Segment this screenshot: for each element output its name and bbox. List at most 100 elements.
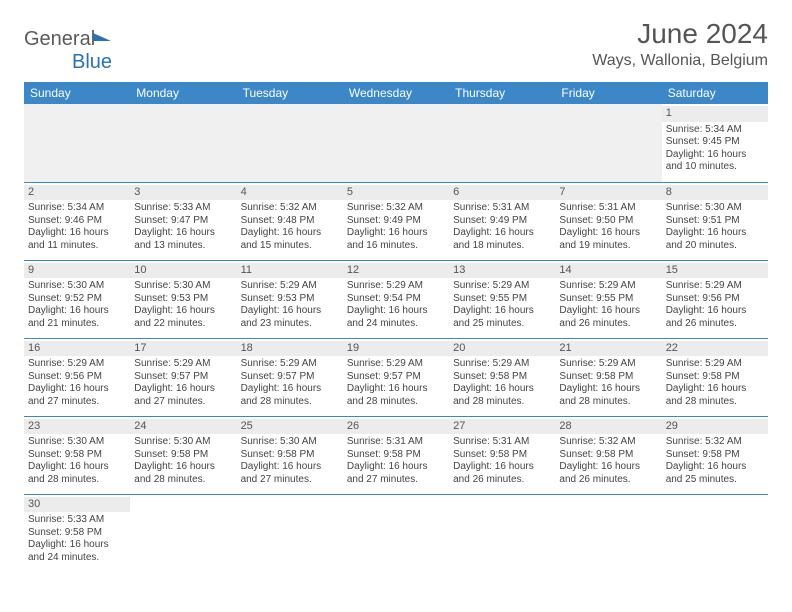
page-title: June 2024 xyxy=(592,18,768,50)
day-number: 24 xyxy=(130,419,236,435)
sunrise-line: Sunrise: 5:29 AM xyxy=(666,358,764,371)
sunset-line: Sunset: 9:58 PM xyxy=(347,449,445,462)
sunset-line: Sunset: 9:53 PM xyxy=(134,293,232,306)
calendar-cell: 7Sunrise: 5:31 AMSunset: 9:50 PMDaylight… xyxy=(555,182,661,260)
calendar-cell: 27Sunrise: 5:31 AMSunset: 9:58 PMDayligh… xyxy=(449,416,555,494)
calendar-cell: 29Sunrise: 5:32 AMSunset: 9:58 PMDayligh… xyxy=(662,416,768,494)
day-number: 30 xyxy=(24,497,130,513)
daylight-line: Daylight: 16 hours and 28 minutes. xyxy=(28,461,126,486)
day-number: 25 xyxy=(237,419,343,435)
day-number: 2 xyxy=(24,185,130,201)
weekday-header: Sunday xyxy=(24,82,130,104)
calendar-cell xyxy=(343,104,449,182)
calendar-cell xyxy=(24,104,130,182)
weekday-header-row: Sunday Monday Tuesday Wednesday Thursday… xyxy=(24,82,768,104)
sunrise-line: Sunrise: 5:29 AM xyxy=(241,358,339,371)
sunset-line: Sunset: 9:58 PM xyxy=(453,371,551,384)
weekday-header: Tuesday xyxy=(237,82,343,104)
sunrise-line: Sunrise: 5:29 AM xyxy=(666,280,764,293)
weekday-header: Saturday xyxy=(662,82,768,104)
daylight-line: Daylight: 16 hours and 10 minutes. xyxy=(666,149,764,174)
calendar-cell: 26Sunrise: 5:31 AMSunset: 9:58 PMDayligh… xyxy=(343,416,449,494)
calendar-cell: 13Sunrise: 5:29 AMSunset: 9:55 PMDayligh… xyxy=(449,260,555,338)
daylight-line: Daylight: 16 hours and 28 minutes. xyxy=(241,383,339,408)
logo-text-2: Blue xyxy=(72,51,112,73)
daylight-line: Daylight: 16 hours and 16 minutes. xyxy=(347,227,445,252)
calendar-cell: 25Sunrise: 5:30 AMSunset: 9:58 PMDayligh… xyxy=(237,416,343,494)
sunset-line: Sunset: 9:57 PM xyxy=(134,371,232,384)
day-number: 14 xyxy=(555,263,661,279)
daylight-line: Daylight: 16 hours and 22 minutes. xyxy=(134,305,232,330)
day-number: 13 xyxy=(449,263,555,279)
sunset-line: Sunset: 9:58 PM xyxy=(666,371,764,384)
day-number: 7 xyxy=(555,185,661,201)
sunrise-line: Sunrise: 5:34 AM xyxy=(28,202,126,215)
day-number: 29 xyxy=(662,419,768,435)
day-number: 10 xyxy=(130,263,236,279)
daylight-line: Daylight: 16 hours and 24 minutes. xyxy=(28,539,126,564)
calendar-cell: 12Sunrise: 5:29 AMSunset: 9:54 PMDayligh… xyxy=(343,260,449,338)
sunrise-line: Sunrise: 5:29 AM xyxy=(559,280,657,293)
calendar-cell: 5Sunrise: 5:32 AMSunset: 9:49 PMDaylight… xyxy=(343,182,449,260)
calendar-cell: 10Sunrise: 5:30 AMSunset: 9:53 PMDayligh… xyxy=(130,260,236,338)
sunset-line: Sunset: 9:49 PM xyxy=(347,215,445,228)
calendar-cell: 23Sunrise: 5:30 AMSunset: 9:58 PMDayligh… xyxy=(24,416,130,494)
daylight-line: Daylight: 16 hours and 11 minutes. xyxy=(28,227,126,252)
daylight-line: Daylight: 16 hours and 27 minutes. xyxy=(28,383,126,408)
sunset-line: Sunset: 9:55 PM xyxy=(453,293,551,306)
sunset-line: Sunset: 9:49 PM xyxy=(453,215,551,228)
sunset-line: Sunset: 9:57 PM xyxy=(241,371,339,384)
calendar-cell: 4Sunrise: 5:32 AMSunset: 9:48 PMDaylight… xyxy=(237,182,343,260)
sunrise-line: Sunrise: 5:30 AM xyxy=(28,436,126,449)
daylight-line: Daylight: 16 hours and 13 minutes. xyxy=(134,227,232,252)
daylight-line: Daylight: 16 hours and 25 minutes. xyxy=(666,461,764,486)
sunrise-line: Sunrise: 5:29 AM xyxy=(134,358,232,371)
calendar-cell xyxy=(237,494,343,572)
calendar-cell: 24Sunrise: 5:30 AMSunset: 9:58 PMDayligh… xyxy=(130,416,236,494)
daylight-line: Daylight: 16 hours and 26 minutes. xyxy=(453,461,551,486)
daylight-line: Daylight: 16 hours and 21 minutes. xyxy=(28,305,126,330)
calendar-cell: 21Sunrise: 5:29 AMSunset: 9:58 PMDayligh… xyxy=(555,338,661,416)
calendar-cell xyxy=(555,104,661,182)
daylight-line: Daylight: 16 hours and 28 minutes. xyxy=(559,383,657,408)
sunrise-line: Sunrise: 5:30 AM xyxy=(134,280,232,293)
day-number: 1 xyxy=(662,106,768,122)
sunset-line: Sunset: 9:47 PM xyxy=(134,215,232,228)
sunset-line: Sunset: 9:58 PM xyxy=(241,449,339,462)
sunset-line: Sunset: 9:58 PM xyxy=(453,449,551,462)
daylight-line: Daylight: 16 hours and 18 minutes. xyxy=(453,227,551,252)
sunrise-line: Sunrise: 5:30 AM xyxy=(28,280,126,293)
sunrise-line: Sunrise: 5:29 AM xyxy=(453,280,551,293)
logo-text-1: General xyxy=(24,28,95,50)
calendar-cell xyxy=(343,494,449,572)
calendar-cell xyxy=(130,494,236,572)
logo-text: General Blue xyxy=(24,28,112,74)
daylight-line: Daylight: 16 hours and 20 minutes. xyxy=(666,227,764,252)
logo-sail-icon xyxy=(93,33,111,41)
sunrise-line: Sunrise: 5:30 AM xyxy=(666,202,764,215)
day-number: 11 xyxy=(237,263,343,279)
sunset-line: Sunset: 9:52 PM xyxy=(28,293,126,306)
sunset-line: Sunset: 9:51 PM xyxy=(666,215,764,228)
day-number: 15 xyxy=(662,263,768,279)
calendar-table: Sunday Monday Tuesday Wednesday Thursday… xyxy=(24,82,768,572)
day-number: 9 xyxy=(24,263,130,279)
weekday-header: Friday xyxy=(555,82,661,104)
sunset-line: Sunset: 9:55 PM xyxy=(559,293,657,306)
sunset-line: Sunset: 9:56 PM xyxy=(28,371,126,384)
daylight-line: Daylight: 16 hours and 24 minutes. xyxy=(347,305,445,330)
calendar-row: 2Sunrise: 5:34 AMSunset: 9:46 PMDaylight… xyxy=(24,182,768,260)
sunset-line: Sunset: 9:58 PM xyxy=(559,449,657,462)
daylight-line: Daylight: 16 hours and 28 minutes. xyxy=(134,461,232,486)
day-number: 22 xyxy=(662,341,768,357)
calendar-cell: 16Sunrise: 5:29 AMSunset: 9:56 PMDayligh… xyxy=(24,338,130,416)
day-number: 4 xyxy=(237,185,343,201)
calendar-cell: 30Sunrise: 5:33 AMSunset: 9:58 PMDayligh… xyxy=(24,494,130,572)
calendar-cell: 20Sunrise: 5:29 AMSunset: 9:58 PMDayligh… xyxy=(449,338,555,416)
daylight-line: Daylight: 16 hours and 28 minutes. xyxy=(666,383,764,408)
daylight-line: Daylight: 16 hours and 28 minutes. xyxy=(347,383,445,408)
calendar-cell: 19Sunrise: 5:29 AMSunset: 9:57 PMDayligh… xyxy=(343,338,449,416)
calendar-cell xyxy=(130,104,236,182)
sunset-line: Sunset: 9:58 PM xyxy=(134,449,232,462)
sunrise-line: Sunrise: 5:31 AM xyxy=(347,436,445,449)
